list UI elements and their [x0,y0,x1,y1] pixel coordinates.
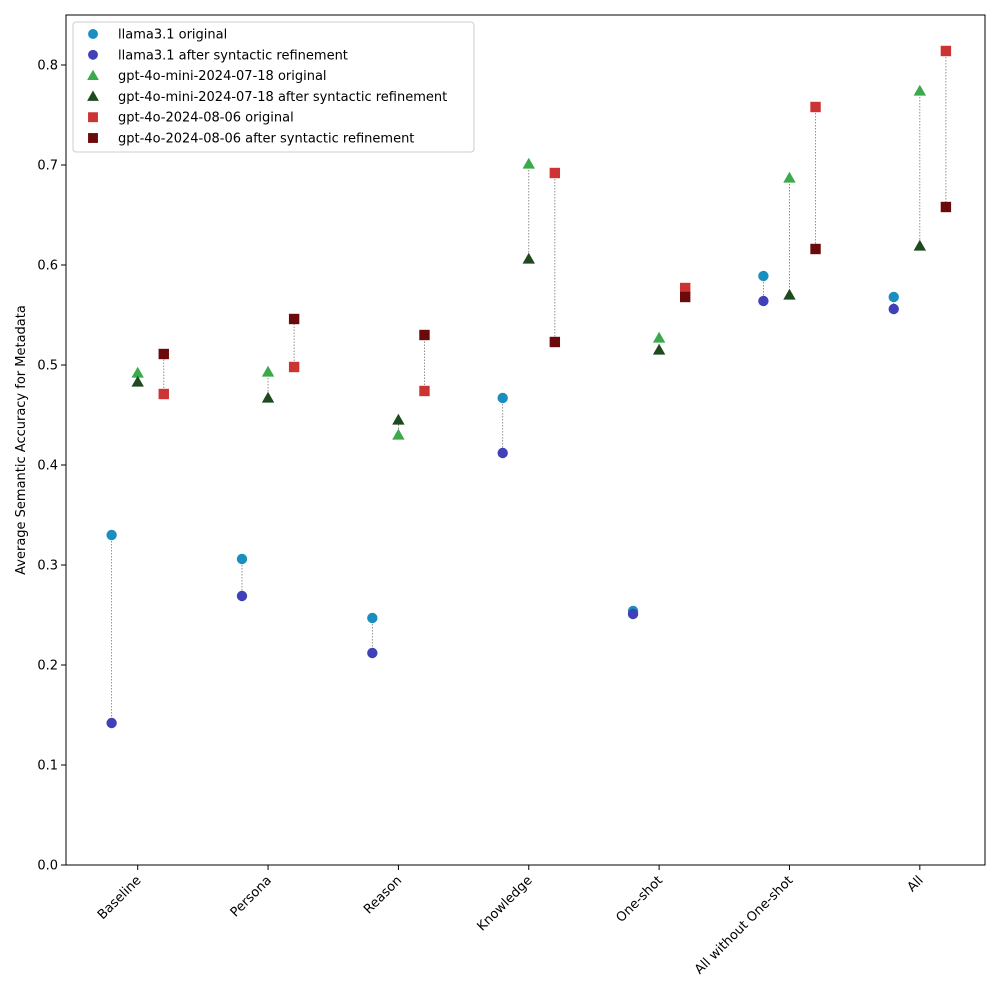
legend-label: gpt-4o-mini-2024-07-18 original [118,69,327,84]
data-point [783,171,796,183]
data-point [131,375,144,387]
data-point [652,331,666,343]
x-tick-label: Reason [361,873,405,917]
data-point [549,167,561,179]
x-tick-label: All [905,873,927,895]
x-tick-label: Baseline [95,873,145,923]
y-axis: 0.0 0.1 0.2 0.3 0.4 0.5 0.6 0.7 0.8 [37,59,66,874]
data-point [419,385,430,397]
y-axis-label: Average Semantic Accuracy for Metadata [14,305,29,575]
y-tick-label: 0.7 [37,159,58,174]
y-tick-label: 0.5 [37,359,58,374]
y-tick-label: 0.0 [37,859,58,874]
data-point [940,45,952,57]
legend-marker [88,112,98,123]
data-point [913,239,927,251]
data-point [888,291,899,303]
data-point [522,252,535,264]
data-point [392,413,405,425]
data-point [158,348,169,360]
x-tick-label: Knowledge [474,873,535,934]
y-tick-label: 0.6 [37,259,58,274]
legend-label: gpt-4o-2024-08-06 original [118,111,294,126]
legend-box [72,21,475,153]
x-tick-label: Persona [228,873,275,920]
data-point [261,391,275,403]
legend-marker [88,49,98,60]
data-point [679,282,691,294]
data-point [810,101,821,113]
legend-label: gpt-4o-2024-08-06 after syntactic refine… [118,132,414,147]
data-point [679,291,691,303]
legend-marker [87,69,99,81]
y-tick-label: 0.1 [37,759,58,774]
x-tick-label: All without One-shot [692,873,796,977]
legend-label: llama3.1 after syntactic refinement [118,48,348,63]
y-tick-label: 0.3 [37,559,58,574]
data-point [758,270,769,282]
data-point [497,392,508,404]
data-point [940,201,952,213]
data-point [392,428,405,440]
x-axis: Baseline Persona Reason Knowledge One-shot Al… [95,865,927,978]
data-point [783,288,796,300]
data-point [810,243,821,255]
legend-marker [88,29,98,39]
data-point [627,608,639,620]
data-point [367,612,378,624]
data-point [888,303,899,315]
legend-label: llama3.1 original [118,28,227,43]
data-point [522,157,535,169]
y-tick-label: 0.4 [37,459,58,474]
data-point [236,553,248,565]
legend-label: gpt-4o-mini-2024-07-18 after syntactic r… [118,90,447,105]
plot-frame [65,14,986,866]
x-tick-label: One-shot [613,873,665,925]
data-point [131,366,144,378]
legend-marker [88,133,98,143]
data-points [106,45,952,729]
data-point [158,388,169,400]
legend-marker [87,90,99,101]
data-point [288,313,300,325]
data-point [549,336,561,348]
y-tick-label: 0.8 [37,59,58,74]
data-point [106,529,117,541]
data-point [419,329,430,341]
data-point [288,361,300,373]
data-point [652,343,666,355]
data-point [913,84,927,96]
y-tick-label: 0.2 [37,659,58,674]
data-point [106,717,117,729]
data-point [758,295,769,307]
data-point [236,590,248,602]
data-point [367,647,378,659]
legend: llama3.1 original llama3.1 after syntacti… [72,21,475,153]
data-point [261,365,275,377]
data-point [497,447,508,459]
